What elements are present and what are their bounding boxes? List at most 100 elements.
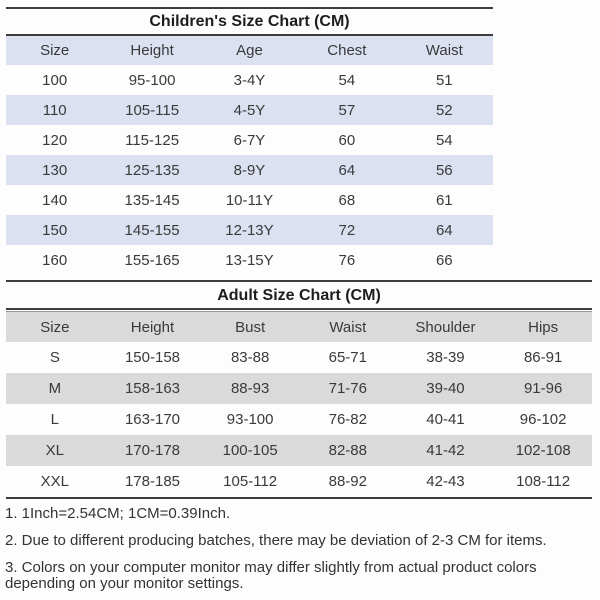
table-cell: 178-185 xyxy=(124,473,181,490)
table-cell: 105-115 xyxy=(125,101,180,119)
table-cell: 110 xyxy=(42,101,67,119)
table-cell: 38-39 xyxy=(426,349,465,366)
table-cell: 72 xyxy=(338,221,356,239)
table-cell: 105-112 xyxy=(223,473,278,490)
table-cell: 3-4Y xyxy=(233,71,266,89)
table-row: S 150-158 83-88 65-71 38-39 86-91 xyxy=(6,342,592,373)
table-cell: 135-145 xyxy=(124,191,180,209)
children-title-divider xyxy=(6,34,493,36)
adult-table-header-row: Size Height Bust Waist Shoulder Hips xyxy=(6,312,592,342)
table-cell: 8-9Y xyxy=(233,161,266,179)
table-cell: 13-15Y xyxy=(225,251,274,269)
table-row: 110 105-115 4-5Y 57 52 xyxy=(6,95,493,125)
table-cell: 76 xyxy=(338,251,356,269)
table-cell: 95-100 xyxy=(128,71,176,89)
column-header-height: Height xyxy=(130,318,175,336)
column-header-height: Height xyxy=(130,42,174,59)
adult-size-chart-section: Adult Size Chart (CM) Size Height Bust W… xyxy=(6,280,592,499)
table-cell: 12-13Y xyxy=(225,221,274,239)
table-cell: 100 xyxy=(42,71,68,89)
children-size-chart-section: Children's Size Chart (CM) Size Height A… xyxy=(6,7,493,275)
table-cell: 82-88 xyxy=(328,442,367,459)
table-cell: 56 xyxy=(435,161,453,179)
table-cell: 10-11Y xyxy=(225,191,274,209)
table-cell: 125-135 xyxy=(124,161,180,179)
table-cell: 54 xyxy=(435,131,453,149)
children-chart-title: Children's Size Chart (CM) xyxy=(149,13,350,30)
column-header-chest: Chest xyxy=(327,42,367,59)
table-cell: 6-7Y xyxy=(233,131,266,149)
table-row: XXL 178-185 105-112 88-92 42-43 108-112 xyxy=(6,466,592,497)
table-cell: 83-88 xyxy=(230,349,270,366)
table-cell: 66 xyxy=(435,251,453,269)
table-cell: 40-41 xyxy=(426,411,465,428)
table-row: 140 135-145 10-11Y 68 61 xyxy=(6,185,493,215)
column-header-bust: Bust xyxy=(235,318,266,336)
column-header-size: Size xyxy=(40,42,70,59)
table-cell: S xyxy=(49,349,60,366)
table-cell: 150 xyxy=(42,221,68,239)
adult-chart-title: Adult Size Chart (CM) xyxy=(217,287,381,304)
table-cell: 150-158 xyxy=(124,349,181,366)
note-batch-deviation: 2. Due to different producing batches, t… xyxy=(5,532,547,549)
table-cell: 64 xyxy=(338,161,356,179)
section-divider xyxy=(6,280,592,282)
table-cell: 39-40 xyxy=(426,380,465,397)
table-row: 130 125-135 8-9Y 64 56 xyxy=(6,155,493,185)
table-cell: 158-163 xyxy=(124,380,181,397)
table-cell: L xyxy=(50,411,59,428)
table-cell: 54 xyxy=(338,71,356,89)
table-row: 100 95-100 3-4Y 54 51 xyxy=(6,65,493,95)
table-cell: XL xyxy=(45,442,64,459)
table-cell: 68 xyxy=(338,191,356,209)
table-cell: 115-125 xyxy=(125,131,180,149)
table-cell: 41-42 xyxy=(426,442,465,459)
table-cell: XXL xyxy=(40,473,69,490)
table-cell: 160 xyxy=(42,251,68,269)
table-cell: 60 xyxy=(338,131,356,149)
bottom-divider xyxy=(6,497,592,499)
table-cell: 163-170 xyxy=(124,411,181,428)
table-cell: 120 xyxy=(42,131,68,149)
table-cell: 57 xyxy=(338,101,356,119)
note-monitor-colors: 3. Colors on your computer monitor may d… xyxy=(5,559,537,592)
table-row: 150 145-155 12-13Y 72 64 xyxy=(6,215,493,245)
table-row: M 158-163 88-93 71-76 39-40 91-96 xyxy=(6,373,592,404)
children-size-table: Size Height Age Chest Waist 100 95-100 3… xyxy=(6,36,493,275)
table-row: 160 155-165 13-15Y 76 66 xyxy=(6,245,493,275)
table-cell: 100-105 xyxy=(222,442,278,459)
table-cell: 145-155 xyxy=(124,221,180,239)
table-cell: 170-178 xyxy=(124,442,181,459)
table-cell: 65-71 xyxy=(328,349,367,366)
table-cell: 102-108 xyxy=(515,442,571,459)
table-cell: 51 xyxy=(435,71,453,89)
column-header-waist: Waist xyxy=(425,42,463,59)
column-header-shoulder: Shoulder xyxy=(415,318,476,336)
table-cell: 130 xyxy=(42,161,68,179)
top-divider xyxy=(6,7,493,9)
table-cell: 108-112 xyxy=(516,473,571,490)
table-row: L 163-170 93-100 76-82 40-41 96-102 xyxy=(6,404,592,435)
table-cell: M xyxy=(48,380,62,397)
table-cell: 88-93 xyxy=(230,380,270,397)
table-cell: 61 xyxy=(435,191,453,209)
adult-title-divider xyxy=(6,308,592,312)
adult-size-table: Size Height Bust Waist Shoulder Hips S 1… xyxy=(6,312,592,497)
table-cell: 86-91 xyxy=(523,349,563,366)
column-header-hips: Hips xyxy=(528,318,559,336)
table-cell: 93-100 xyxy=(226,411,274,428)
table-cell: 4-5Y xyxy=(233,101,266,119)
table-cell: 52 xyxy=(435,101,453,119)
column-header-size: Size xyxy=(40,318,70,336)
table-row: XL 170-178 100-105 82-88 41-42 102-108 xyxy=(6,435,592,466)
column-header-age: Age xyxy=(236,42,263,59)
table-cell: 71-76 xyxy=(328,380,367,397)
note-inch-conversion: 1. 1Inch=2.54CM; 1CM=0.39Inch. xyxy=(5,505,231,522)
table-row: 120 115-125 6-7Y 60 54 xyxy=(6,125,493,155)
table-cell: 42-43 xyxy=(426,473,465,490)
table-cell: 91-96 xyxy=(523,380,563,397)
children-table-header-row: Size Height Age Chest Waist xyxy=(6,36,493,65)
table-cell: 96-102 xyxy=(519,411,567,428)
column-header-waist: Waist xyxy=(329,318,367,336)
